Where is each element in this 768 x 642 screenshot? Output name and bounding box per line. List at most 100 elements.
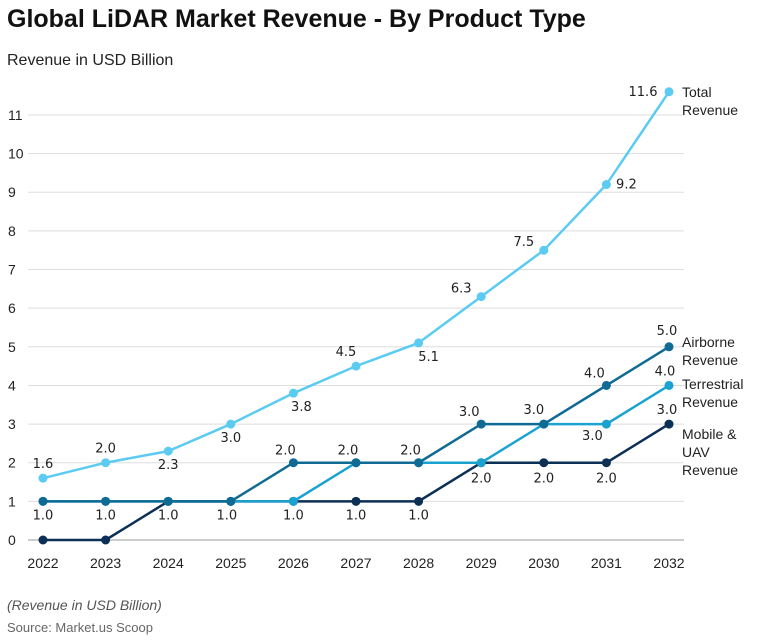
x-tick-label: 2026 (278, 555, 309, 571)
data-point (664, 342, 674, 352)
data-label: 1.6 (33, 457, 54, 472)
y-tick-label: 9 (8, 184, 16, 200)
data-point (226, 496, 236, 506)
data-point (414, 338, 424, 348)
data-point (226, 419, 236, 429)
x-tick-label: 2027 (340, 555, 371, 571)
data-point (476, 292, 486, 302)
data-point (414, 458, 424, 468)
y-tick-label: 11 (8, 107, 23, 123)
y-tick-label: 2 (8, 455, 16, 471)
data-label: 6.3 (451, 282, 472, 297)
data-label: 1.0 (33, 508, 54, 523)
x-tick-label: 2032 (653, 555, 684, 571)
data-point (351, 496, 361, 506)
data-label: 3.0 (523, 403, 544, 418)
legend-label-3: UAV (682, 444, 710, 460)
data-point (288, 388, 298, 398)
x-tick-label: 2024 (153, 555, 184, 571)
legend-label-2: Terrestrial (682, 376, 743, 392)
data-point (601, 458, 611, 468)
chart-title: Global LiDAR Market Revenue - By Product… (7, 5, 586, 33)
data-label: 1.0 (283, 508, 304, 523)
data-label: 2.3 (158, 458, 179, 473)
y-tick-label: 5 (8, 339, 16, 355)
data-point (351, 361, 361, 371)
data-point (601, 180, 611, 190)
x-tick-label: 2022 (27, 555, 58, 571)
data-point (539, 245, 549, 255)
data-label: 1.0 (158, 508, 179, 523)
y-tick-label: 3 (8, 416, 16, 432)
data-point (414, 496, 424, 506)
legend-label-0: Total (682, 84, 712, 100)
data-label: 2.0 (95, 442, 116, 457)
data-label: 3.0 (657, 403, 678, 418)
data-label: 4.0 (655, 364, 676, 379)
data-point (101, 458, 111, 468)
chart-source: Source: Market.us Scoop (7, 620, 153, 635)
x-tick-label: 2025 (215, 555, 246, 571)
data-label: 11.6 (629, 85, 658, 100)
data-point (664, 380, 674, 390)
y-tick-label: 7 (8, 262, 16, 278)
data-label: 3.8 (291, 400, 312, 415)
data-label: 7.5 (513, 235, 534, 250)
x-tick-label: 2030 (528, 555, 559, 571)
data-point (664, 419, 674, 429)
legend-label-2: Revenue (682, 394, 738, 410)
data-label: 1.0 (216, 508, 237, 523)
data-point (351, 458, 361, 468)
legend-label-3: Mobile & (682, 426, 737, 442)
data-point (38, 535, 48, 545)
data-point (101, 496, 111, 506)
data-point (288, 496, 298, 506)
data-label: 2.0 (338, 444, 359, 459)
data-point (38, 473, 48, 483)
y-tick-label: 4 (8, 377, 16, 393)
data-point (38, 496, 48, 506)
legend-label-3: Revenue (682, 462, 738, 478)
legend-label-1: Revenue (682, 352, 738, 368)
y-tick-label: 8 (8, 223, 16, 239)
data-point (163, 496, 173, 506)
x-tick-label: 2031 (591, 555, 622, 571)
data-point (601, 380, 611, 390)
x-tick-label: 2023 (90, 555, 121, 571)
y-tick-label: 6 (8, 300, 16, 316)
data-point (476, 419, 486, 429)
data-label: 2.0 (400, 444, 421, 459)
y-tick-label: 1 (8, 493, 16, 509)
legend-label-0: Revenue (682, 102, 738, 118)
data-point (101, 535, 111, 545)
data-point (288, 458, 298, 468)
data-point (539, 458, 549, 468)
data-label: 4.5 (336, 345, 357, 360)
data-label: 1.0 (408, 508, 429, 523)
legend-label-1: Airborne (682, 334, 735, 350)
data-label: 2.0 (275, 444, 296, 459)
data-label: 4.0 (584, 366, 605, 381)
data-label: 1.0 (95, 508, 116, 523)
y-tick-label: 0 (8, 532, 16, 548)
x-tick-label: 2029 (466, 555, 497, 571)
data-label: 2.0 (596, 472, 617, 487)
x-tick-label: 2028 (403, 555, 434, 571)
data-label: 2.0 (471, 472, 492, 487)
y-tick-label: 10 (8, 146, 24, 162)
data-label: 9.2 (616, 178, 637, 193)
data-label: 1.0 (346, 508, 367, 523)
data-label: 5.0 (657, 324, 678, 339)
data-point (539, 419, 549, 429)
data-label: 5.1 (418, 350, 439, 365)
data-point (163, 446, 173, 456)
data-label: 2.0 (533, 472, 554, 487)
data-point (664, 87, 674, 97)
data-point (601, 419, 611, 429)
series-line-0 (42, 91, 671, 480)
data-label: 3.0 (582, 429, 603, 444)
data-point (476, 458, 486, 468)
data-label: 3.0 (220, 431, 241, 446)
chart-subtitle: Revenue in USD Billion (7, 52, 174, 69)
